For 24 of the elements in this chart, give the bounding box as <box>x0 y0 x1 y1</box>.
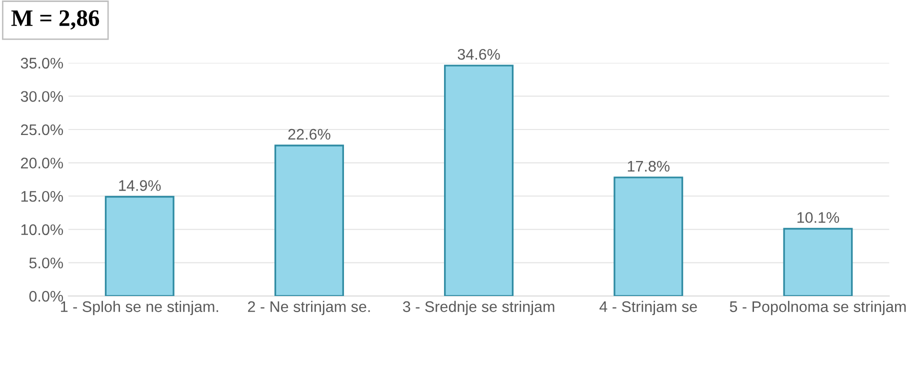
data-label: 34.6% <box>458 48 500 60</box>
y-tick-label: 0.0% <box>29 290 63 302</box>
bar <box>614 176 684 296</box>
y-tick-label: 5.0% <box>29 258 63 268</box>
bar <box>783 228 853 296</box>
bar <box>104 196 174 296</box>
x-tick-label: 4 - Strinjam se <box>600 300 697 316</box>
y-tick-label: 15.0% <box>21 190 63 202</box>
bar <box>274 144 344 296</box>
bar <box>444 64 514 296</box>
data-label: 10.1% <box>797 212 840 223</box>
x-tick-label: 5 - Popolnoma se strinjam <box>730 300 906 316</box>
y-tick-label: 10.0% <box>21 224 63 236</box>
y-tick-label: 30.0% <box>20 91 63 102</box>
y-tick-label: 25.0% <box>20 124 63 136</box>
chart-title: M = 2,86 <box>11 10 100 30</box>
y-tick-label: 35.0% <box>20 58 63 69</box>
x-tick-label: 1 - Sploh se ne stinjam. <box>60 300 218 316</box>
data-label: 14.9% <box>119 180 161 191</box>
data-label: 22.6% <box>288 128 330 140</box>
y-tick-label: 20.0% <box>20 158 63 168</box>
x-tick-label: 2 - Ne strinjam se. <box>248 300 370 316</box>
x-tick-label: 3 - Srednje se strinjam <box>402 300 554 316</box>
data-label: 17.8% <box>628 160 670 172</box>
